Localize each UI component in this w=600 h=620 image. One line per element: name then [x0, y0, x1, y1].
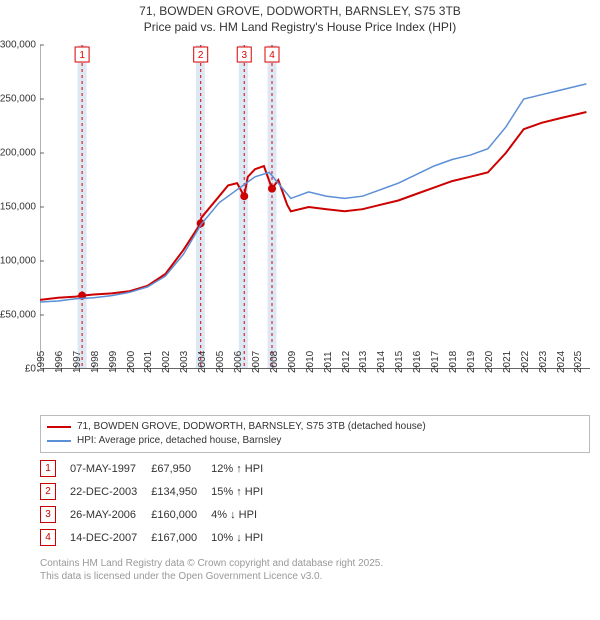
footer-text: Contains HM Land Registry data © Crown c… [40, 557, 590, 583]
x-axis-label: 2017 [430, 351, 441, 373]
x-axis-label: 1999 [108, 351, 119, 373]
event-row: 1 07-MAY-1997£67,95012% ↑ HPI [40, 457, 277, 480]
x-axis-label: 2019 [466, 351, 477, 373]
x-axis-label: 2024 [556, 351, 567, 373]
y-axis-label: £100,000 [0, 256, 40, 267]
x-axis-label: 2015 [394, 351, 405, 373]
event-price: £160,000 [151, 503, 211, 526]
x-axis-label: 2001 [143, 351, 154, 373]
svg-text:2: 2 [198, 50, 204, 61]
x-axis-label: 2003 [179, 351, 190, 373]
event-date: 22-DEC-2003 [70, 480, 151, 503]
x-axis-label: 2009 [287, 351, 298, 373]
svg-text:1: 1 [79, 50, 85, 61]
x-axis-label: 2002 [161, 351, 172, 373]
y-axis-label: £250,000 [0, 94, 40, 105]
event-price: £67,950 [151, 457, 211, 480]
y-axis-label: £150,000 [0, 202, 40, 213]
x-axis-label: 2000 [126, 351, 137, 373]
x-axis-label: 2010 [305, 351, 316, 373]
x-axis-label: 1995 [36, 351, 47, 373]
x-axis-label: 2008 [269, 351, 280, 373]
legend-item: HPI: Average price, detached house, Barn… [47, 434, 583, 448]
x-axis-label: 2025 [573, 351, 584, 373]
x-axis-label: 2012 [341, 351, 352, 373]
x-axis-label: 2016 [412, 351, 423, 373]
x-axis-label: 2005 [215, 351, 226, 373]
x-axis-label: 2018 [448, 351, 459, 373]
event-row: 2 22-DEC-2003£134,95015% ↑ HPI [40, 480, 277, 503]
line-chart: 1 2 3 4 [40, 39, 590, 369]
event-row: 4 14-DEC-2007£167,00010% ↓ HPI [40, 526, 277, 549]
event-marker: 2 [40, 483, 56, 500]
event-delta: 4% ↓ HPI [211, 503, 277, 526]
x-axis-label: 2022 [520, 351, 531, 373]
chart-area: £0£50,000£100,000£150,000£200,000£250,00… [40, 39, 590, 409]
svg-text:4: 4 [269, 50, 275, 61]
event-marker: 1 [40, 460, 56, 477]
legend-label: HPI: Average price, detached house, Barn… [77, 434, 281, 448]
title-line1: 71, BOWDEN GROVE, DODWORTH, BARNSLEY, S7… [0, 4, 600, 20]
title-line2: Price paid vs. HM Land Registry's House … [0, 20, 600, 36]
legend-swatch [47, 440, 71, 442]
legend-label: 71, BOWDEN GROVE, DODWORTH, BARNSLEY, S7… [77, 420, 426, 434]
x-axis-label: 2011 [323, 352, 334, 374]
legend: 71, BOWDEN GROVE, DODWORTH, BARNSLEY, S7… [40, 415, 590, 453]
chart-title: 71, BOWDEN GROVE, DODWORTH, BARNSLEY, S7… [0, 0, 600, 35]
footer-line2: This data is licensed under the Open Gov… [40, 570, 590, 583]
event-delta: 12% ↑ HPI [211, 457, 277, 480]
event-date: 14-DEC-2007 [70, 526, 151, 549]
x-axis-label: 1996 [54, 351, 65, 373]
event-delta: 15% ↑ HPI [211, 480, 277, 503]
legend-item: 71, BOWDEN GROVE, DODWORTH, BARNSLEY, S7… [47, 420, 583, 434]
event-row: 3 26-MAY-2006£160,0004% ↓ HPI [40, 503, 277, 526]
x-axis-label: 2013 [358, 351, 369, 373]
svg-text:3: 3 [241, 50, 247, 61]
event-delta: 10% ↓ HPI [211, 526, 277, 549]
footer-line1: Contains HM Land Registry data © Crown c… [40, 557, 590, 570]
event-marker: 3 [40, 506, 56, 523]
x-axis-label: 2007 [251, 351, 262, 373]
x-axis-label: 2006 [233, 351, 244, 373]
y-axis-label: £50,000 [0, 310, 40, 321]
x-axis-label: 2004 [197, 351, 208, 373]
event-marker: 4 [40, 529, 56, 546]
y-axis-label: £300,000 [0, 40, 40, 51]
event-price: £167,000 [151, 526, 211, 549]
x-axis-label: 2023 [538, 351, 549, 373]
x-axis-label: 1998 [90, 351, 101, 373]
event-date: 26-MAY-2006 [70, 503, 151, 526]
x-axis-label: 2021 [502, 351, 513, 373]
events-table: 1 07-MAY-1997£67,95012% ↑ HPI 2 22-DEC-2003… [40, 457, 590, 549]
event-price: £134,950 [151, 480, 211, 503]
legend-swatch [47, 426, 71, 428]
x-axis-label: 2014 [376, 351, 387, 373]
y-axis-label: £200,000 [0, 148, 40, 159]
x-axis-label: 2020 [484, 351, 495, 373]
event-date: 07-MAY-1997 [70, 457, 151, 480]
x-axis-label: 1997 [72, 351, 83, 373]
